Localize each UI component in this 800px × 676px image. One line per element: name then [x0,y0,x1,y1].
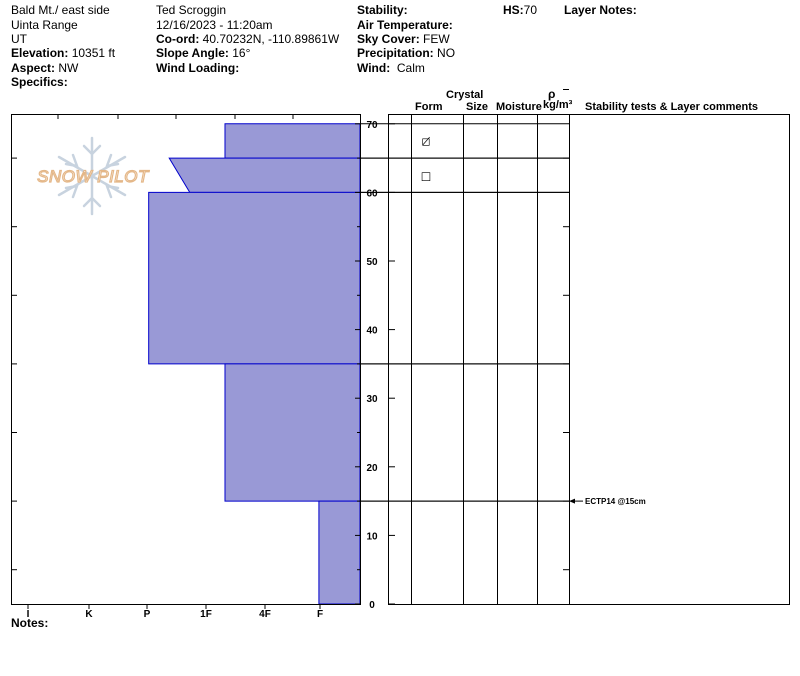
hs-label: HS: [503,3,524,17]
specifics-label: Specifics: [11,75,68,89]
precip-value: NO [437,46,456,60]
height-tick-label: 60 [366,188,378,199]
stability-test-label: ECTP14 @15cm [585,497,646,506]
height-tick-label: 30 [366,394,378,405]
hardness-tick-label: P [144,609,151,620]
hs-value: 70 [523,3,538,17]
hardness-bar-4 [224,363,361,502]
height-tick-label: 70 [366,120,378,131]
aspect-label: Aspect: [11,61,56,75]
wind: Wind: Calm [357,61,425,76]
logo-text: SNOW PILOT [37,167,150,186]
crystal-form-symbol: ◻̸ [421,135,430,148]
hardness-ticks: I K P 1F 4F F [27,114,323,620]
crystal-forms: ◻̸ □ [421,135,431,182]
observer: Ted Scroggin [156,3,227,17]
slope-value: 16° [232,46,251,60]
height-tick-label: 40 [366,326,378,337]
aspect: Aspect: NW [11,61,78,76]
hardness-tick-label: F [317,609,323,620]
snowpilot-logo: SNOW PILOT [37,136,150,216]
hardness-bar-1 [224,123,361,159]
coord-label: Co-ord: [156,32,200,46]
hardness-bar-3 [148,191,361,365]
sky-label: Sky Cover: [357,32,420,46]
rho-header: ρ [548,87,556,101]
coordinates: Co-ord: 40.70232N, -110.89861W [156,32,339,47]
air-temp-label: Air Temperature: [357,18,453,32]
moisture-header: Moisture [496,101,542,113]
state: UT [11,32,27,46]
aspect-value: NW [58,61,79,75]
hardness-tick-label: 4F [259,609,271,620]
wind-value: Calm [396,61,425,75]
crystal-header: Crystal [446,89,484,101]
precip-label: Precipitation: [357,46,434,60]
elevation-value: 10351 ft [71,46,116,60]
form-header: Form [415,101,443,113]
hs: HS:70 [503,3,537,18]
location: Bald Mt./ east side [11,3,110,17]
hardness-tick-label: I [27,609,30,620]
left-ticks [11,157,17,571]
hardness-profile [148,123,361,605]
wind-label: Wind: [357,61,391,75]
sky-cover: Sky Cover: FEW [357,32,450,47]
height-tick-label: 0 [369,600,375,611]
elevation: Elevation: 10351 ft [11,46,115,61]
elevation-label: Elevation: [11,46,69,60]
annotation-arrow-head [569,498,575,504]
height-tick-label: 20 [366,463,378,474]
datetime: 12/16/2023 - 11:20am [156,18,273,32]
coord-value: 40.70232N, -110.89861W [202,32,340,46]
table-ticks [563,89,569,571]
slope-angle: Slope Angle: 16° [156,46,250,61]
layer-table [388,114,790,605]
slope-label: Slope Angle: [156,46,229,60]
wind-loading-label: Wind Loading: [156,61,240,75]
precipitation: Precipitation: NO [357,46,455,61]
sky-value: FEW [423,32,450,46]
hardness-bar-5 [318,500,361,605]
height-tick-label: 10 [366,531,378,542]
layer-notes-label: Layer Notes: [564,3,637,17]
layer-boundaries [360,123,569,502]
range: Uinta Range [11,18,78,32]
hardness-tick-label: 1F [200,609,212,620]
stability-tests-header: Stability tests & Layer comments [585,101,759,113]
notes-label: Notes: [11,616,49,630]
stability-label: Stability: [357,3,408,17]
height-ticks: 0 10 20 30 40 50 60 70 [355,120,395,611]
height-tick-label: 50 [366,257,378,268]
table-border [388,114,790,605]
hardness-tick-label: K [85,609,93,620]
crystal-form-symbol: □ [421,169,431,182]
size-header: Size [466,101,489,113]
density-unit-header: kg/m³ [543,99,573,111]
hardness-bar-2 [168,157,361,193]
stability-test-annotation: ECTP14 @15cm [569,497,646,506]
